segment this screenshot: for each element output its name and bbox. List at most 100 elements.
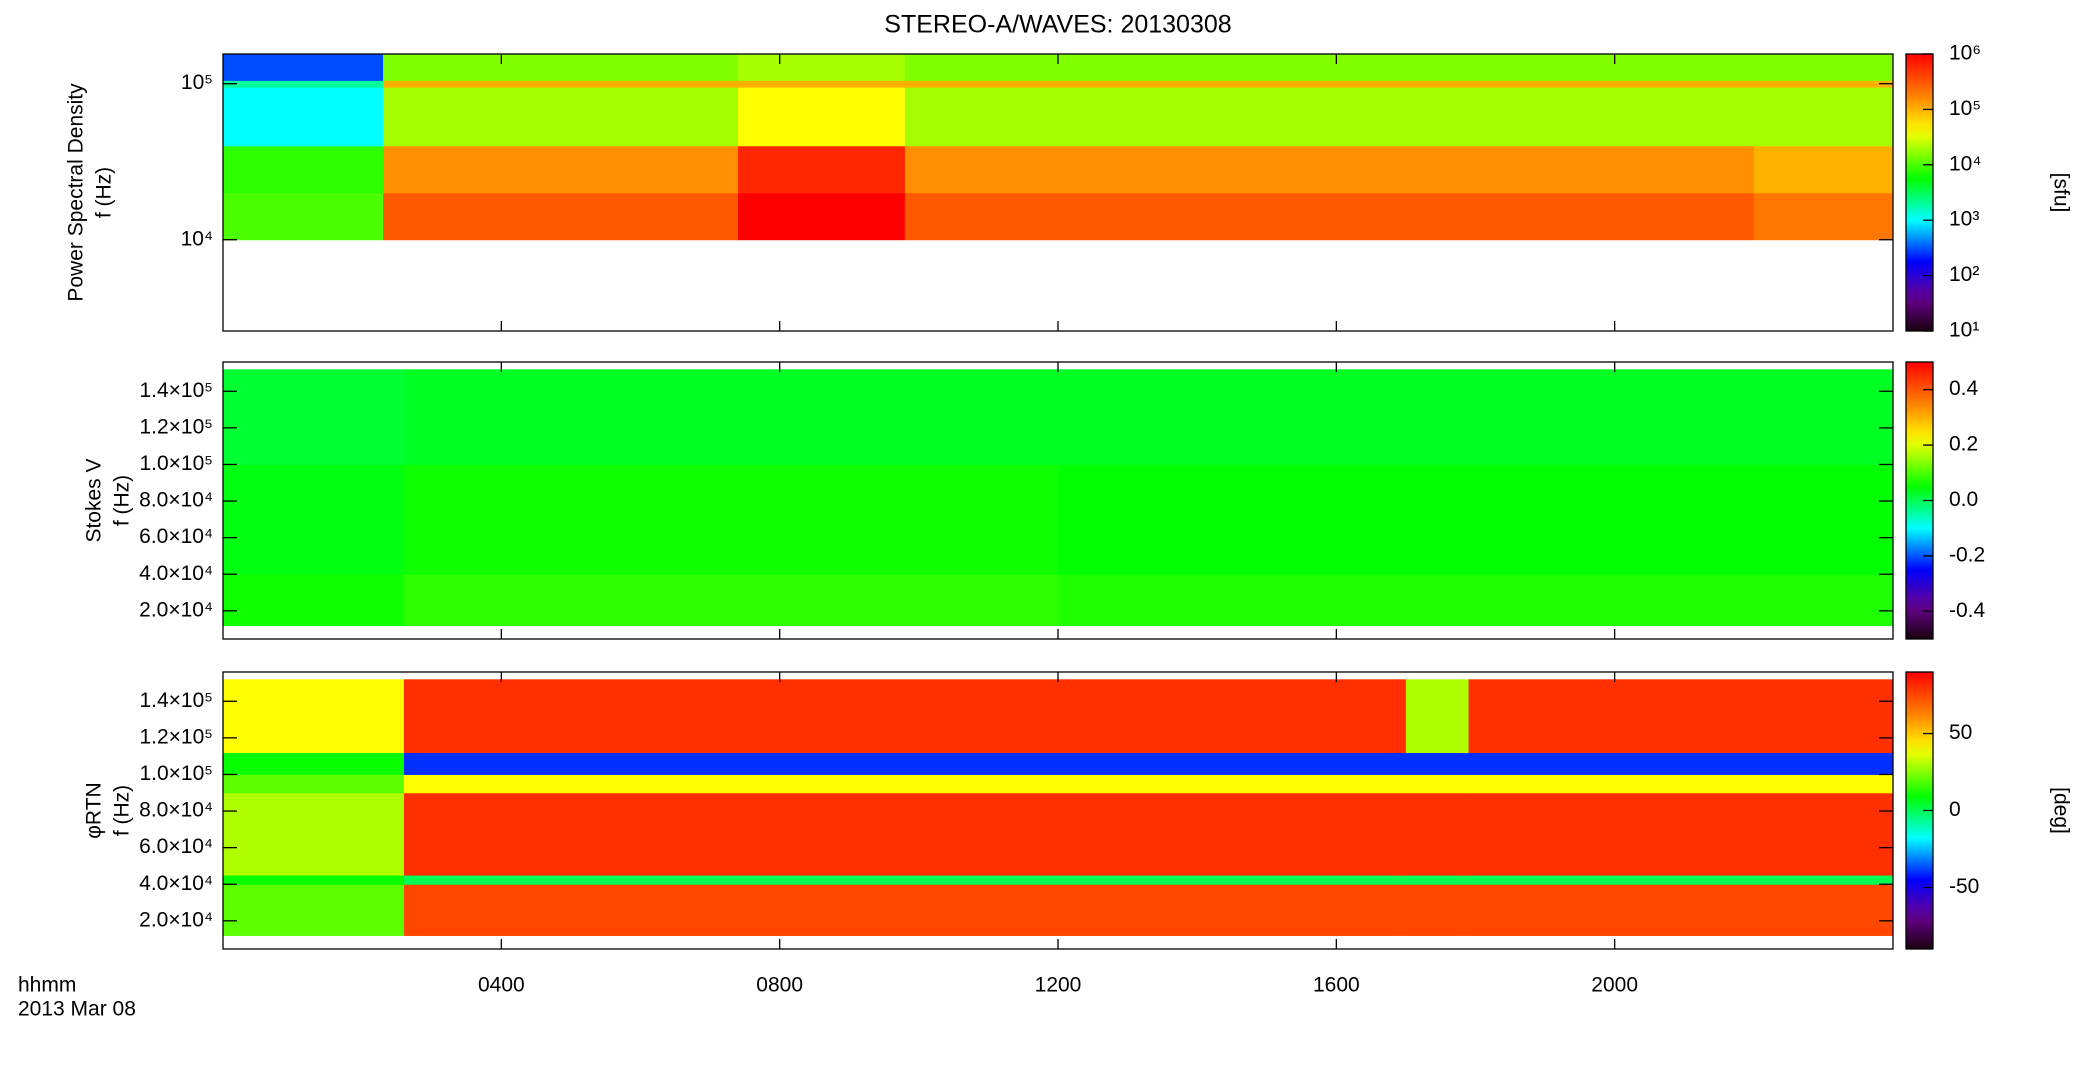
colorbar-tick-label: 0 [1949,798,1961,821]
y-axis-label: f (Hz) [111,475,134,526]
heatmap-cell [223,80,384,88]
x-tick-label: 1600 [1313,974,1360,997]
y-tick-label: 4.0×10⁴ [139,562,213,585]
heatmap-cell [223,774,405,794]
heatmap-cell [904,54,1755,81]
heatmap-cell [223,145,384,194]
colorbar [1905,53,1934,332]
colorbar-tick-label: -50 [1949,875,1979,898]
heatmap-cell [223,464,405,575]
x-tick-label: 0400 [478,974,525,997]
heatmap-cell [1405,774,1470,794]
y-tick-label: 1.0×10⁵ [139,452,213,475]
heatmap-cell [403,792,1407,876]
heatmap-cell [223,54,384,81]
colorbar-tick-label: 10⁴ [1949,152,1981,175]
heatmap-cell [1468,884,1894,936]
colorbar-tick-label: 10² [1949,263,1979,286]
heatmap-cell [1468,679,1894,754]
heatmap-cell [1468,774,1894,794]
x-tick-label: 0800 [756,974,803,997]
y-tick-label: 2.0×10⁴ [139,908,213,931]
colorbar-tick-label: 0.4 [1949,377,1979,400]
heatmap-cell [904,145,1755,194]
heatmap-cell [737,54,906,81]
y-tick-label: 6.0×10⁴ [139,525,213,548]
y-tick-label: 8.0×10⁴ [139,489,213,512]
heatmap-cell [1405,679,1470,754]
colorbar-tick-label: 0.0 [1949,488,1978,511]
heatmap-cell [1468,792,1894,876]
heatmap-cell [403,884,1407,936]
heatmap-cell [737,80,906,88]
colorbar-tick-label: -0.2 [1949,543,1985,566]
colorbar-tick-label: 10⁶ [1949,42,1981,65]
heatmap-cell [223,87,384,147]
heatmap-cell [223,574,405,626]
heatmap-cell [403,774,1407,794]
heatmap-cell [737,192,906,241]
heatmap-cell [223,192,384,241]
heatmap-cell [223,752,405,775]
heatmap-cell [1753,145,1894,194]
heatmap-cell [737,145,906,194]
x-tick-label: 2000 [1591,974,1638,997]
heatmap-cell [403,574,1059,626]
y-tick-label: 4.0×10⁴ [139,872,213,895]
y-tick-label: 1.0×10⁵ [139,762,213,785]
y-axis-label: f (Hz) [93,167,116,218]
heatmap-cell [383,87,739,147]
heatmap-cell [383,145,739,194]
heatmap-cell [1753,87,1894,147]
heatmap-cell [1058,574,1894,626]
heatmap-cell [1753,54,1894,81]
heatmap-cell [1405,752,1470,775]
y-tick-label: 2.0×10⁴ [139,598,213,621]
heatmap-cell [737,87,906,147]
colorbar-tick-label: 10³ [1949,208,1979,231]
heatmap-cell [1405,875,1470,885]
x-axis-label: 2013 Mar 08 [18,998,136,1021]
heatmap-cell [383,80,739,88]
y-tick-label: 1.2×10⁵ [139,725,213,748]
heatmap-cell [904,87,1755,147]
y-axis-label: Power Spectral Density [65,83,88,302]
colorbar-tick-label: 0.2 [1949,433,1978,456]
heatmap-cell [403,679,1407,754]
y-axis-label: Stokes V [83,458,106,542]
heatmap-cell [223,369,405,465]
y-tick-label: 10⁵ [181,71,213,94]
y-axis-label: φRTN [83,782,106,838]
heatmap-cell [1468,875,1894,885]
colorbar-tick-label: 10⁵ [1949,97,1981,120]
colorbar-label: [deg] [2049,787,2072,834]
heatmap-cell [403,369,1059,465]
heatmap-cell [223,792,405,876]
x-axis-label: hhmm [18,974,76,997]
colorbar-tick-label: 10¹ [1949,319,1979,342]
y-tick-label: 8.0×10⁴ [139,799,213,822]
heatmap-cell [383,192,739,241]
heatmap-cell [383,54,739,81]
chart-title: STEREO-A/WAVES: 20130308 [884,11,1231,39]
x-tick-label: 1200 [1035,974,1082,997]
heatmap-cell [1753,80,1894,88]
heatmap-cell [403,464,1059,575]
y-tick-label: 1.2×10⁵ [139,415,213,438]
heatmap-cell [904,192,1755,241]
colorbar-tick-label: 50 [1949,721,1972,744]
heatmap-cell [1058,464,1894,575]
heatmap-cell [904,80,1755,88]
heatmap-cell [1468,752,1894,775]
heatmap-cell [403,752,1407,775]
heatmap-cell [1405,884,1470,936]
heatmap-cell [223,875,405,885]
heatmap-cell [1058,369,1894,465]
y-tick-label: 6.0×10⁴ [139,835,213,858]
y-tick-label: 1.4×10⁵ [139,689,213,712]
y-tick-label: 1.4×10⁵ [139,379,213,402]
heatmap-cell [223,679,405,754]
heatmap-cell [1753,192,1894,241]
colorbar-tick-label: -0.4 [1949,599,1986,622]
